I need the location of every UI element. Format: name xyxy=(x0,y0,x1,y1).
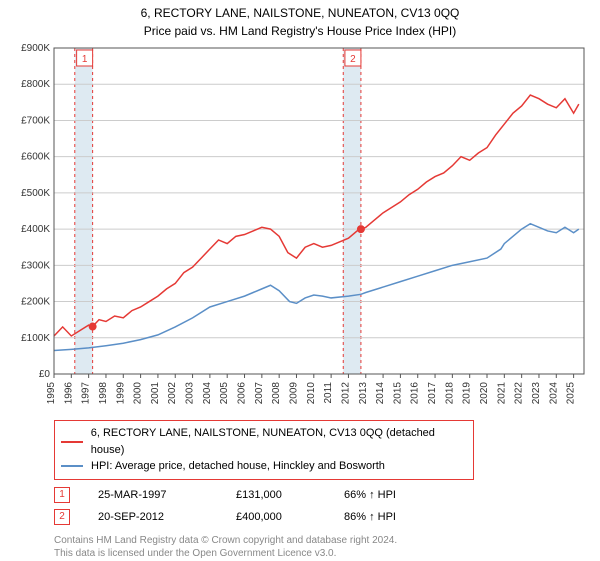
legend: 6, RECTORY LANE, NAILSTONE, NUNEATON, CV… xyxy=(54,420,474,480)
svg-text:2: 2 xyxy=(350,54,356,65)
svg-text:2020: 2020 xyxy=(479,382,490,405)
sale-markers-table: 1 25-MAR-1997 £131,000 66% ↑ HPI 2 20-SE… xyxy=(54,484,592,528)
svg-text:1998: 1998 xyxy=(98,382,109,405)
svg-text:2007: 2007 xyxy=(254,382,265,405)
svg-text:2001: 2001 xyxy=(150,382,161,405)
svg-text:2014: 2014 xyxy=(375,382,386,405)
marker-row: 2 20-SEP-2012 £400,000 86% ↑ HPI xyxy=(54,506,592,528)
svg-text:1996: 1996 xyxy=(63,382,74,405)
legend-row: HPI: Average price, detached house, Hinc… xyxy=(61,458,467,475)
marker-row: 1 25-MAR-1997 £131,000 66% ↑ HPI xyxy=(54,484,592,506)
marker-price: £400,000 xyxy=(236,511,316,523)
svg-text:2008: 2008 xyxy=(271,382,282,405)
svg-text:2004: 2004 xyxy=(202,382,213,405)
svg-text:2003: 2003 xyxy=(185,382,196,405)
svg-text:£200K: £200K xyxy=(21,297,50,308)
marker-number: 1 xyxy=(54,487,70,503)
svg-text:1: 1 xyxy=(82,54,88,65)
svg-text:2025: 2025 xyxy=(566,382,577,405)
svg-text:2021: 2021 xyxy=(496,382,507,405)
svg-text:£0: £0 xyxy=(39,369,51,380)
svg-text:£600K: £600K xyxy=(21,152,50,163)
svg-text:2000: 2000 xyxy=(133,382,144,405)
chart-container: 6, RECTORY LANE, NAILSTONE, NUNEATON, CV… xyxy=(0,0,600,560)
svg-text:£100K: £100K xyxy=(21,333,50,344)
svg-text:£800K: £800K xyxy=(21,79,50,90)
footer-line1: Contains HM Land Registry data © Crown c… xyxy=(54,534,592,548)
marker-date: 20-SEP-2012 xyxy=(98,511,208,523)
svg-text:2016: 2016 xyxy=(410,382,421,405)
chart-svg: 1 2 £0 £100K £200K £300K £400K £500K £600K £700K £… xyxy=(8,44,592,414)
legend-swatch-hpi xyxy=(61,465,83,467)
svg-text:£900K: £900K xyxy=(21,44,50,54)
legend-row: 6, RECTORY LANE, NAILSTONE, NUNEATON, CV… xyxy=(61,425,467,458)
svg-text:£300K: £300K xyxy=(21,260,50,271)
legend-label-hpi: HPI: Average price, detached house, Hinc… xyxy=(91,458,385,475)
marker-price: £131,000 xyxy=(236,489,316,501)
svg-text:2022: 2022 xyxy=(514,382,525,405)
legend-label-property: 6, RECTORY LANE, NAILSTONE, NUNEATON, CV… xyxy=(91,425,467,458)
svg-text:2011: 2011 xyxy=(323,382,334,404)
svg-text:£400K: £400K xyxy=(21,224,50,235)
chart-area: 1 2 £0 £100K £200K £300K £400K £500K £600K £700K £… xyxy=(8,44,592,414)
footer-line2: This data is licensed under the Open Gov… xyxy=(54,547,592,561)
marker-number: 2 xyxy=(54,509,70,525)
svg-text:2006: 2006 xyxy=(237,382,248,405)
marker-hpi: 86% ↑ HPI xyxy=(344,511,434,523)
svg-text:£700K: £700K xyxy=(21,115,50,126)
svg-text:2005: 2005 xyxy=(219,382,230,405)
svg-text:1999: 1999 xyxy=(115,382,126,405)
svg-text:2019: 2019 xyxy=(462,382,473,405)
footer: Contains HM Land Registry data © Crown c… xyxy=(54,534,592,561)
svg-text:2010: 2010 xyxy=(306,382,317,405)
marker-hpi: 66% ↑ HPI xyxy=(344,489,434,501)
legend-swatch-property xyxy=(61,441,83,443)
svg-text:2002: 2002 xyxy=(167,382,178,405)
svg-text:2012: 2012 xyxy=(340,382,351,405)
svg-text:2013: 2013 xyxy=(358,382,369,405)
svg-text:2015: 2015 xyxy=(392,382,403,405)
svg-text:2018: 2018 xyxy=(444,382,455,405)
svg-text:2017: 2017 xyxy=(427,382,438,405)
svg-text:£500K: £500K xyxy=(21,188,50,199)
marker-date: 25-MAR-1997 xyxy=(98,489,208,501)
svg-text:2009: 2009 xyxy=(288,382,299,405)
titles: 6, RECTORY LANE, NAILSTONE, NUNEATON, CV… xyxy=(8,6,592,38)
svg-text:1995: 1995 xyxy=(46,382,57,405)
svg-text:1997: 1997 xyxy=(81,382,92,405)
svg-text:2023: 2023 xyxy=(531,382,542,405)
svg-text:2024: 2024 xyxy=(548,382,559,405)
title-address: 6, RECTORY LANE, NAILSTONE, NUNEATON, CV… xyxy=(8,6,592,20)
title-subtitle: Price paid vs. HM Land Registry's House … xyxy=(8,24,592,38)
